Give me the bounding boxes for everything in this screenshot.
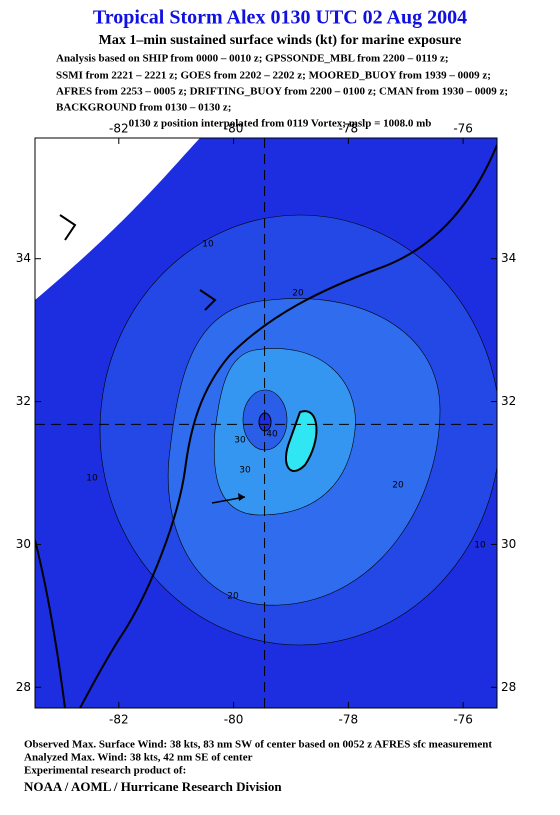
org: NOAA / AOML / Hurricane Research Divisio… [24,779,282,794]
analysis-line: AFRES from 2253 – 0005 z; DRIFTING_BUOY … [56,86,508,98]
y-tick-label: 30 [501,537,516,551]
contour-label: 20 [392,481,404,491]
analysis-line: SSMI from 2221 – 2221 z; GOES from 2202 … [56,70,491,82]
position-note: 0130 z position interpolated from 0119 V… [129,118,432,130]
contour-label: 20 [227,592,239,602]
coastline [79,144,497,708]
subtitle: Max 1–min sustained surface winds (kt) f… [99,33,462,48]
y-tick-label: 32 [16,394,31,408]
y-tick-label: 34 [16,251,31,265]
arrow-head [238,493,245,501]
contour-label: 40 [266,430,278,440]
analysis-line: BACKGROUND from 0130 – 0130 z; [56,102,231,114]
no-data-area [35,138,200,300]
x-tick-label: -80 [224,713,244,727]
x-tick-label: -76 [453,122,473,136]
inland-water [59,214,217,311]
y-tick-label: 34 [501,251,516,265]
x-tick-label: -82 [109,713,129,727]
y-tick-label: 28 [16,680,31,694]
contour-label: 10 [86,474,98,484]
contour-label: 30 [239,466,251,476]
footer-line: Experimental research product of: [24,765,186,777]
contour-label: 10 [474,541,486,551]
contour-label: 20 [292,289,304,299]
wind-maximum [285,410,318,472]
y-tick-label: 28 [501,680,516,694]
x-tick-label: -78 [339,713,359,727]
contour-label: 10 [202,240,214,250]
footer-line: Analyzed Max. Wind: 38 kts, 42 nm SE of … [24,752,253,764]
analysis-line: Analysis based on SHIP from 0000 – 0010 … [56,53,449,65]
contour-label: 30 [234,436,246,446]
x-tick-label: -76 [453,713,473,727]
x-tick-label: -82 [109,122,129,136]
map-frame [34,137,498,709]
x-tick-label: -78 [339,122,359,136]
title: Tropical Storm Alex 0130 UTC 02 Aug 2004 [93,7,467,29]
y-tick-label: 30 [16,537,31,551]
x-tick-label: -80 [224,122,244,136]
coastline [35,539,66,708]
map [35,138,497,708]
y-tick-label: 32 [501,394,516,408]
footer-line: Observed Max. Surface Wind: 38 kts, 83 n… [24,739,492,751]
